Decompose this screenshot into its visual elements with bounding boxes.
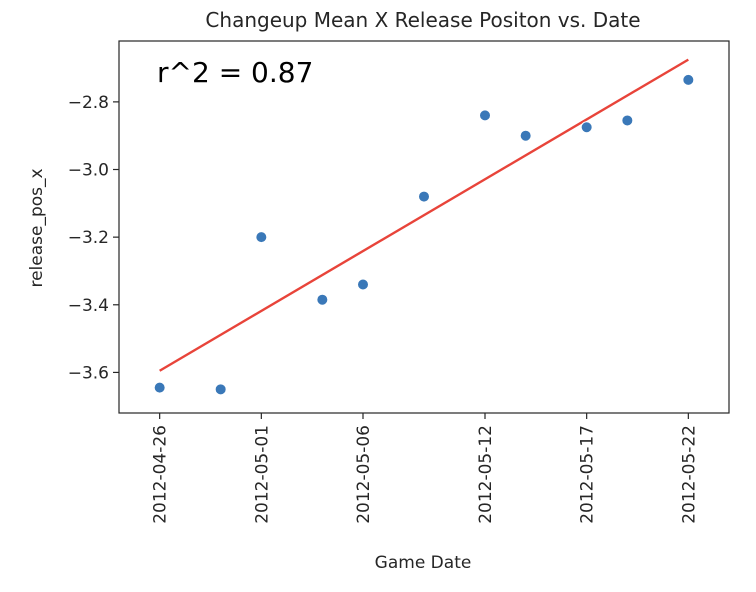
plot-frame (118, 40, 730, 414)
data-point (621, 114, 634, 127)
r-squared-annotation: r^2 = 0.87 (157, 56, 313, 89)
x-tick-label: 2012-04-26 (151, 425, 171, 524)
data-point (580, 121, 593, 134)
data-point (479, 109, 491, 122)
x-tick-label: 2012-05-22 (679, 425, 699, 524)
chart-title: Changeup Mean X Release Positon vs. Date (205, 8, 640, 32)
x-tick-label: 2012-05-06 (354, 425, 374, 524)
data-point (153, 381, 166, 394)
x-tick-label: 2012-05-01 (252, 425, 272, 524)
x-tick-label: 2012-05-12 (476, 425, 496, 524)
y-tick-label: −3.6 (68, 363, 109, 383)
data-point (316, 293, 329, 306)
x-axis-label: Game Date (375, 553, 472, 573)
y-tick-label: −2.8 (68, 93, 109, 113)
data-point (214, 383, 227, 396)
plot-area: −3.6 −3.4 −3.2 −3.0 −2.8 2012-04-26 2012-05-01… (68, 40, 730, 524)
data-point (682, 73, 695, 86)
y-tick-label: −3.2 (68, 228, 109, 248)
trend-line (159, 58, 689, 372)
data-point (255, 231, 268, 244)
data-point (418, 190, 430, 203)
y-tick-label: −3.0 (68, 161, 109, 181)
x-tick-label: 2012-05-17 (578, 425, 598, 524)
data-point (357, 278, 369, 291)
data-point (519, 129, 532, 142)
y-tick-label: −3.4 (68, 296, 109, 316)
y-axis-label: release_pos_x (27, 168, 47, 287)
